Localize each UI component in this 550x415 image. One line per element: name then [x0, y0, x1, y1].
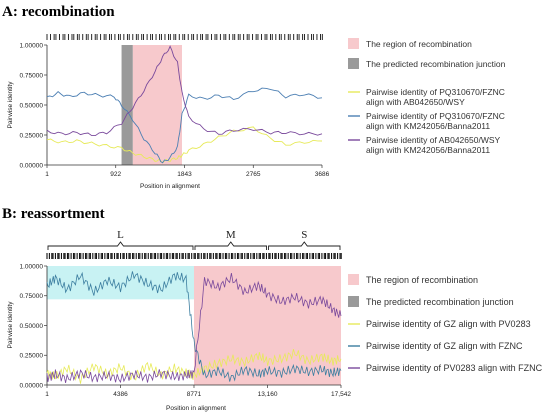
high-identity-band — [47, 266, 194, 300]
panel-a-legend: The region of recombination The predicted… — [348, 38, 506, 155]
legend-label-line: Pairwise identity of PQ310670/FZNC — [366, 87, 505, 97]
x-tick-label: 1 — [45, 171, 49, 178]
legend-label: The region of recombination — [366, 275, 478, 285]
y-tick-label: 0.75000 — [20, 72, 44, 79]
recombination-region — [132, 45, 182, 165]
panel-b-legend: The region of recombination The predicted… — [348, 274, 543, 373]
series-line-1 — [46, 126, 323, 164]
legend-label-line: Pairwise identity of PQ310670/FZNC — [366, 111, 505, 121]
y-tick-label: 0.75000 — [20, 293, 44, 300]
y-tick-label: 1.00000 — [20, 263, 44, 270]
panel-a: A: recombination 0.000000.250000.500000.… — [2, 4, 506, 190]
panel-b-series — [46, 271, 342, 384]
legend-label-line: align with KM242056/Banna2011 — [366, 145, 490, 155]
y-tick-label: 0.25000 — [20, 353, 44, 360]
panel-b-axes: 0.00000 0.25000 0.50000 0.75000 1.00000 1 4386… — [20, 263, 352, 398]
legend-label: Pairwise identity of GZ align with PV028… — [366, 319, 531, 329]
legend-label: Pairwise identity of AB042650/WSY align w… — [366, 135, 501, 155]
panel-b-xlabel: Position in alignment — [166, 405, 226, 412]
x-tick-label: 17,542 — [331, 391, 351, 398]
panel-a-regions — [121, 45, 182, 165]
legend-swatch — [348, 58, 359, 69]
series-line-2 — [46, 271, 342, 382]
series-line-3 — [46, 45, 323, 137]
panel-a-ylabel: Pairwise identity — [7, 81, 14, 129]
panel-a-xlabel: Position in alignment — [140, 183, 200, 190]
panel-b-snp-ticks — [46, 253, 342, 259]
y-tick-label: 1.00000 — [20, 42, 44, 49]
y-tick-label: 0.25000 — [20, 132, 44, 139]
panel-b: B: reassortment L M S 0.00000 0.25000 0.5000… — [2, 206, 543, 412]
segment-label: S — [301, 229, 307, 241]
legend-label-line: align with KM242056/Banna2011 — [366, 121, 490, 131]
x-tick-label: 13,160 — [258, 391, 278, 398]
segment-bracket — [194, 241, 268, 250]
legend-label-line: Pairwise identity of AB042650/WSY — [366, 135, 501, 145]
y-tick-label: 0.50000 — [20, 102, 44, 109]
legend-swatch — [348, 274, 359, 285]
legend-label: Pairwise identity of GZ align with FZNC — [366, 341, 523, 351]
legend-label: Pairwise identity of PV0283 align with F… — [366, 363, 543, 373]
x-tick-label: 8771 — [187, 391, 202, 398]
segment-label: M — [226, 229, 236, 241]
segment-label: L — [117, 229, 124, 241]
legend-label-line: align with AB042650/WSY — [366, 97, 465, 107]
x-tick-label: 1 — [45, 391, 49, 398]
legend-label: The predicted recombination junction — [366, 59, 506, 69]
legend-label: Pairwise identity of PQ310670/FZNC align … — [366, 111, 505, 131]
panel-b-ylabel: Pairwise identity — [7, 301, 14, 349]
y-tick-label: 0.00000 — [20, 162, 44, 169]
recombination-junction — [121, 45, 133, 165]
panel-a-snp-ticks — [46, 34, 323, 40]
segment-bracket — [268, 241, 341, 250]
y-tick-label: 0.00000 — [20, 382, 44, 389]
legend-swatch — [348, 296, 359, 307]
x-tick-label: 3686 — [315, 171, 330, 178]
segment-bracket — [47, 241, 194, 250]
legend-label: The predicted recombination junction — [366, 297, 514, 307]
x-tick-label: 4386 — [113, 391, 128, 398]
legend-label: Pairwise identity of PQ310670/FZNC align … — [366, 87, 505, 107]
panel-a-series — [46, 45, 323, 164]
panel-a-title: A: recombination — [2, 4, 115, 20]
y-tick-label: 0.50000 — [20, 323, 44, 330]
series-line-2 — [46, 87, 323, 164]
panel-b-title: B: reassortment — [2, 206, 105, 222]
legend-label: The region of recombination — [366, 39, 472, 49]
series-line-3 — [46, 273, 342, 384]
x-tick-label: 2765 — [246, 171, 261, 178]
legend-swatch — [348, 38, 359, 49]
panel-a-axes: 0.00000 0.25000 0.50000 0.75000 1.00000 1 922 1… — [20, 42, 330, 178]
x-tick-label: 922 — [110, 171, 121, 178]
x-tick-label: 1843 — [177, 171, 192, 178]
